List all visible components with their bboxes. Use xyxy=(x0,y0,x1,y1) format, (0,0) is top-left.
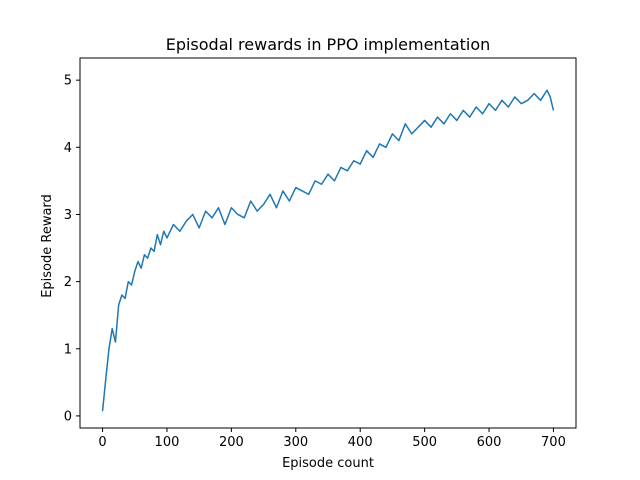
x-tick-label: 100 xyxy=(155,435,180,450)
y-tick-label: 2 xyxy=(64,275,72,290)
plot-frame xyxy=(79,57,577,429)
x-tick-label: 700 xyxy=(541,435,566,450)
x-axis-label: Episode count xyxy=(282,456,374,471)
y-tick-label: 3 xyxy=(64,208,72,223)
y-tick-label: 1 xyxy=(64,342,72,357)
x-tick-label: 0 xyxy=(98,435,106,450)
plot-area xyxy=(101,89,555,412)
x-tick-label: 200 xyxy=(219,435,244,450)
x-tick-label: 400 xyxy=(348,435,373,450)
y-tick-label: 4 xyxy=(64,141,72,156)
y-axis-label: Episode Reward xyxy=(40,194,55,298)
x-axis: 0 100 200 300 400 500 600 700 xyxy=(98,428,566,450)
chart-title: Episodal rewards in PPO implementation xyxy=(166,35,491,54)
x-tick-label: 300 xyxy=(283,435,308,450)
y-tick-label: 0 xyxy=(64,409,72,424)
y-axis: 0 1 2 3 4 5 xyxy=(64,74,80,424)
x-tick-label: 600 xyxy=(477,435,502,450)
series-line xyxy=(101,89,555,412)
y-tick-label: 5 xyxy=(64,74,72,89)
x-tick-label: 500 xyxy=(412,435,437,450)
